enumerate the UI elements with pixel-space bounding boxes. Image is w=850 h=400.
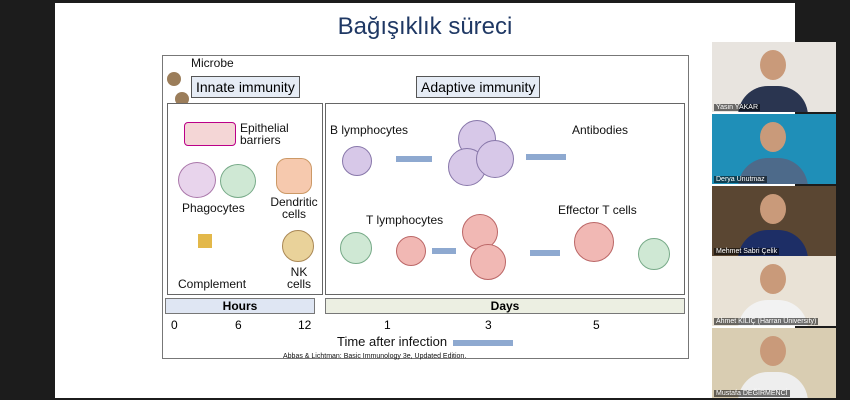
innate-panel: Epithelial barriers Phagocytes Dendritic… (167, 103, 323, 295)
b-cell-icon (476, 140, 514, 178)
complement-icon (198, 234, 212, 248)
phagocyte-icon (220, 164, 256, 198)
participant-video-tile[interactable]: Mustafa DEĞİRMENCİ (712, 328, 836, 398)
arrow-icon (453, 340, 513, 346)
axis-label: Time after infection (337, 334, 448, 349)
participant-face (760, 50, 786, 80)
label-dendritic: Dendritic cells (270, 195, 318, 221)
participant-name: Yasin YAKAR (714, 104, 761, 111)
microbe-icon (175, 92, 189, 106)
participant-name: Mehmet Sabri Çelik (714, 248, 780, 255)
label-t-lymphocytes: T lymphocytes (366, 213, 444, 227)
microbe-icon (167, 72, 181, 86)
arrow-icon (432, 248, 456, 254)
presentation-slide: Bağışıklık süreci Microbe Innate immunit… (55, 3, 795, 398)
participant-video-tile[interactable]: Derya Unutmaz (712, 114, 836, 184)
participant-video-tile[interactable]: Ahmet KILIÇ (Harran University) (712, 256, 836, 326)
t-cell-icon (396, 236, 426, 266)
citation: Abbas & Lichtman: Basic Immunology 3e, U… (283, 353, 467, 360)
apc-icon (340, 232, 372, 264)
dendritic-cell-icon (276, 158, 312, 194)
participant-face (760, 122, 786, 152)
innate-immunity-header: Innate immunity (191, 76, 300, 98)
b-cell-icon (342, 146, 372, 176)
label-b-lymphocytes: B lymphocytes (330, 123, 409, 137)
participant-name: Mustafa DEĞİRMENCİ (714, 390, 790, 397)
label-effector-t-cells: Effector T cells (558, 203, 637, 217)
participant-video-tile[interactable]: Mehmet Sabri Çelik (712, 186, 836, 256)
participant-name: Ahmet KILIÇ (Harran University) (714, 318, 819, 325)
hours-bar: Hours (165, 298, 315, 314)
t-cell-icon (574, 222, 614, 262)
tick: 5 (593, 318, 600, 332)
label-phagocytes: Phagocytes (182, 201, 245, 215)
adaptive-immunity-header: Adaptive immunity (416, 76, 541, 98)
participant-face (760, 336, 786, 366)
tick: 6 (235, 318, 242, 332)
tick: 12 (298, 318, 312, 332)
label-epithelial: Epithelial barriers (240, 121, 289, 147)
participant-face (760, 194, 786, 224)
phagocyte-icon (178, 162, 216, 198)
participant-face (760, 264, 786, 294)
days-bar: Days (325, 298, 685, 314)
immunity-figure: Microbe Innate immunity Adaptive immunit… (162, 55, 689, 360)
label-nk-cells: NK cells (286, 265, 311, 291)
slide-title: Bağışıklık süreci (337, 13, 513, 40)
participant-name: Derya Unutmaz (714, 176, 767, 183)
nk-cell-icon (282, 230, 314, 262)
t-cell-icon (470, 244, 506, 280)
apc-icon (638, 238, 670, 270)
microbe-label: Microbe (191, 56, 234, 70)
label-antibodies: Antibodies (572, 123, 629, 137)
arrow-icon (396, 156, 432, 162)
tick: 0 (171, 318, 178, 332)
adaptive-panel: B lymphocytes Antibodies T lymphocytes E… (325, 103, 685, 295)
participant-video-tile[interactable]: Yasin YAKAR (712, 42, 836, 112)
tick: 3 (485, 318, 492, 332)
arrow-icon (526, 154, 566, 160)
label-complement: Complement (178, 277, 247, 291)
arrow-icon (530, 250, 560, 256)
epithelial-icon (184, 122, 236, 146)
tick: 1 (384, 318, 391, 332)
